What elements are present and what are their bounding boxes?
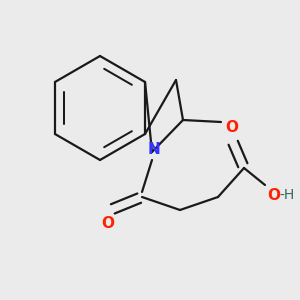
Text: O: O	[267, 188, 280, 202]
Text: O: O	[226, 119, 238, 134]
Text: O: O	[101, 217, 115, 232]
Text: N: N	[148, 142, 160, 158]
Text: -H: -H	[279, 188, 294, 202]
